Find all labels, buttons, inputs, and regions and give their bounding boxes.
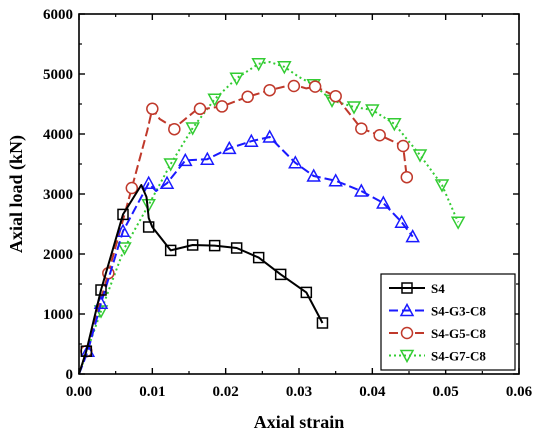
series-line [78,136,414,375]
data-point [400,170,414,184]
y-tick-label: 6000 [43,7,73,23]
data-point [252,251,265,264]
data-point [168,122,181,136]
legend-swatch-marker [401,282,413,294]
data-point [263,83,276,97]
data-point [141,199,156,213]
series-layer [78,58,466,375]
data-point [355,122,368,135]
data-point [95,284,107,296]
series-line [78,61,460,375]
data-point [412,149,428,163]
data-point [300,286,313,299]
data-point [277,61,292,75]
data-point [244,133,259,147]
y-tick-label: 2000 [43,247,73,263]
data-point [200,151,215,165]
series-s4 [78,184,329,375]
legend-swatch-marker [400,326,414,340]
data-point [125,181,139,195]
data-point [251,58,266,72]
data-point [164,244,177,257]
data-point [405,229,420,243]
x-tick-label: 0.03 [286,384,312,400]
x-tick-label: 0.02 [213,384,239,400]
series-line [78,83,408,375]
series-s4-g5-c8 [78,79,414,375]
data-point [117,208,129,221]
data-point [207,93,222,107]
data-point [208,239,221,252]
data-point [346,101,362,115]
series-s4-g3-c8 [78,129,420,375]
legend-entry-label: S4-G7-C8 [431,349,486,364]
legend-entry-label: S4-G3-C8 [431,304,486,319]
data-point [365,104,380,118]
data-point [450,216,466,230]
legend-entry-label: S4 [431,281,445,296]
data-point [308,80,322,93]
y-tick-label: 4000 [43,127,73,143]
x-tick-label: 0.04 [359,384,386,400]
data-point [230,242,243,254]
data-point [329,89,342,103]
data-point [274,268,287,281]
y-tick-label: 5000 [43,67,73,83]
data-point [163,158,178,172]
data-point [434,179,450,193]
legend-swatch-marker [399,302,415,317]
x-tick-label: 0.00 [66,384,92,400]
data-point [373,128,386,142]
data-point [376,195,391,209]
axes: 0.00 0.01 0.02 0.03 0.04 0.05 0.06 0 1000 2000 300… [43,7,533,400]
y-axis-title: Axial load (kN) [6,135,27,253]
data-point [146,102,159,116]
legend-entry-label: S4-G5-C8 [431,326,486,341]
series-line [78,184,324,375]
data-point [178,152,193,167]
y-tick-label: 3000 [43,187,73,203]
data-point [222,140,237,155]
legend: S4 S4-G3-C8 S4-G5-C8 S4-G7-C8 [380,273,516,371]
data-point [354,183,369,197]
legend-swatch-marker [399,349,415,364]
data-point [117,242,132,256]
data-point [229,72,244,86]
data-point [185,122,200,136]
data-point [241,90,254,104]
data-point [141,175,156,189]
data-point [328,173,343,187]
data-point [316,317,329,329]
x-tick-label: 0.01 [139,384,165,400]
data-point [115,223,131,237]
data-point [262,129,277,143]
data-point [186,239,199,251]
data-point [193,102,207,116]
data-point [80,345,93,357]
data-point [396,139,410,153]
data-point [287,79,301,93]
data-point [142,221,155,233]
data-point [306,168,321,182]
data-point [394,214,409,228]
data-point [159,175,175,189]
x-tick-label: 0.05 [433,384,459,400]
x-axis-title: Axial strain [254,412,345,432]
y-tick-label: 0 [66,367,74,383]
y-tick-label: 1000 [43,307,73,323]
data-point [215,100,229,113]
data-point [288,155,303,169]
x-tick-label: 0.06 [506,384,533,400]
data-point [387,118,402,132]
